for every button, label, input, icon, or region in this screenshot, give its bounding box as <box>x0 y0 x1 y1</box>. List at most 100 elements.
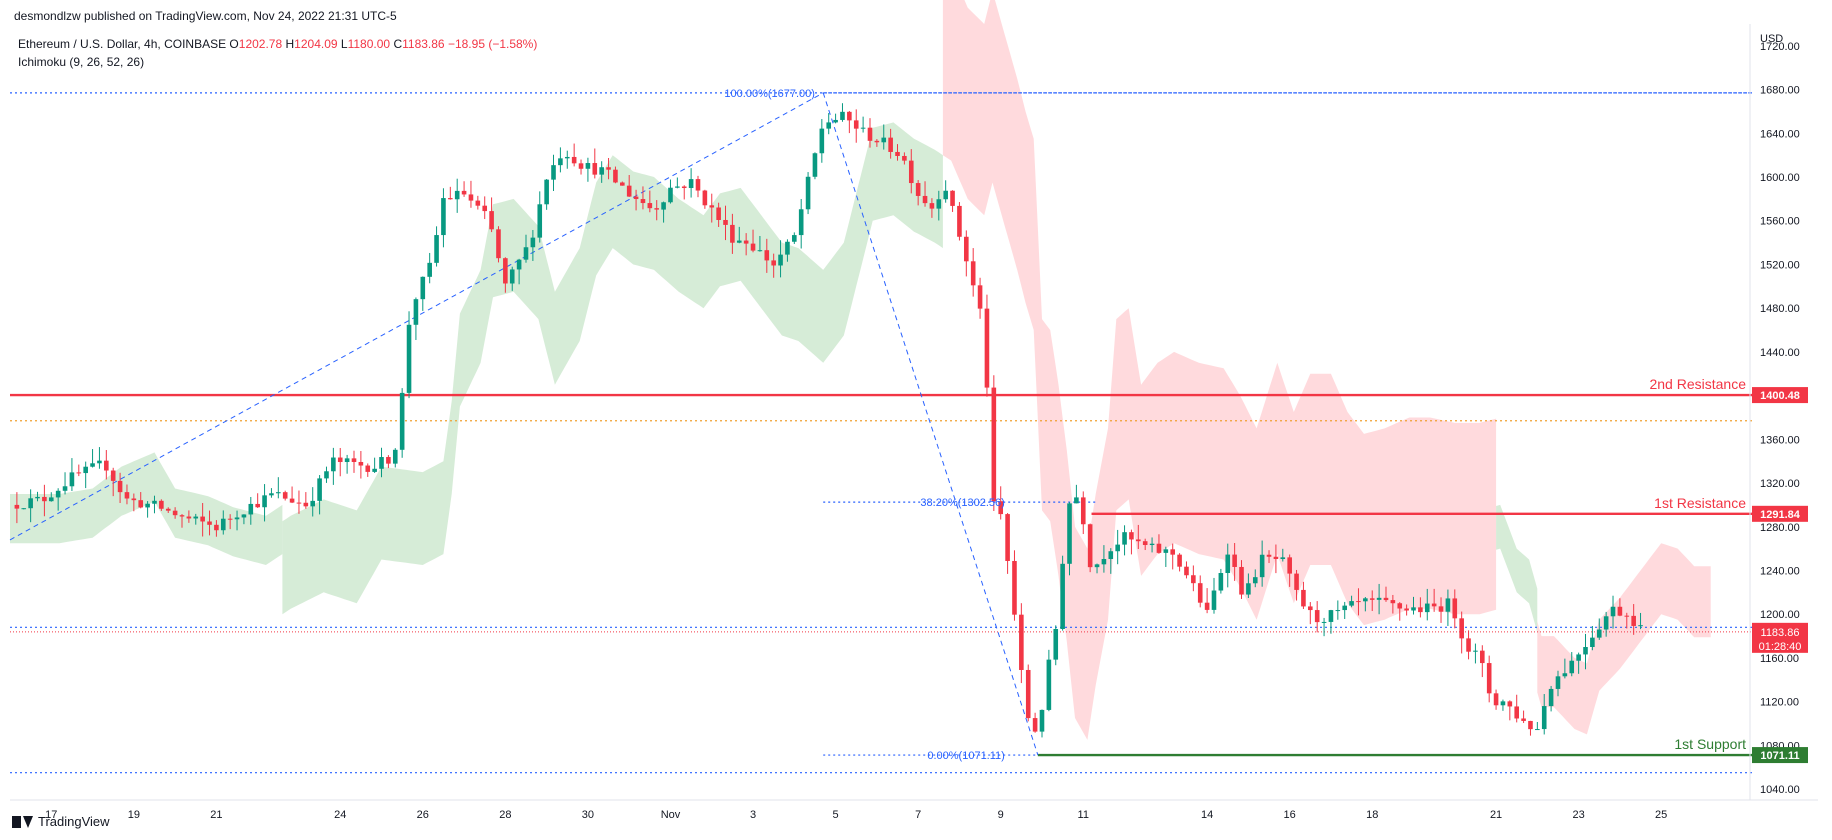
candle-up <box>736 240 742 243</box>
candle-up <box>372 468 377 472</box>
published-by: desmondlzw published on TradingView.com,… <box>14 9 397 23</box>
candle-down <box>1142 541 1148 546</box>
candle-down <box>970 261 976 286</box>
candle-down <box>874 140 880 143</box>
candle-down <box>853 120 859 129</box>
candle-down <box>743 240 749 244</box>
candle-down <box>475 200 481 206</box>
candle-up <box>420 276 426 300</box>
price-tick: 1200.00 <box>1760 609 1800 621</box>
candle-up <box>392 449 398 464</box>
level-price-label: 1291.84 <box>1760 509 1801 521</box>
symbol-title[interactable]: Ethereum / U.S. Dollar, 4h, COINBASE <box>18 37 227 51</box>
candle-up <box>523 247 529 260</box>
candle-up <box>413 299 419 325</box>
candle-up <box>1053 628 1059 660</box>
candle-down <box>1369 598 1375 600</box>
candle-up <box>379 457 384 469</box>
candle-up <box>193 516 199 519</box>
candle-down <box>42 496 47 502</box>
candle-up <box>1115 544 1120 552</box>
time-tick: 7 <box>915 809 921 821</box>
candle-up <box>1149 543 1155 546</box>
candle-down <box>716 207 721 220</box>
candle-up <box>324 471 329 479</box>
candle-down <box>977 285 983 309</box>
candle-up <box>819 128 825 154</box>
time-tick: 17 <box>45 809 57 821</box>
candle-down <box>1390 600 1396 604</box>
candle-down <box>255 503 260 508</box>
candle-up <box>936 199 942 209</box>
candle-up <box>1349 601 1354 606</box>
candle-down <box>1308 606 1313 611</box>
candle-up <box>1376 597 1382 600</box>
candle-up <box>1067 503 1072 564</box>
candle-down <box>1080 497 1086 525</box>
time-tick: 19 <box>128 809 140 821</box>
price-tick: 1600.00 <box>1760 172 1800 184</box>
candle-up <box>805 176 811 210</box>
candle-down <box>950 190 955 206</box>
candle-up <box>1555 676 1561 689</box>
candle-up <box>427 262 432 277</box>
candle-up <box>1259 554 1265 578</box>
candle-down <box>1466 638 1471 652</box>
candle-up <box>276 492 281 494</box>
candle-down <box>186 516 192 519</box>
candle-up <box>310 500 316 507</box>
candle-down <box>1418 607 1423 613</box>
candle-down <box>1617 606 1623 616</box>
candle-down <box>964 236 969 262</box>
candle-up <box>1328 610 1334 622</box>
candle-down <box>578 163 584 169</box>
price-tick: 1480.00 <box>1760 303 1800 315</box>
candle-up <box>585 163 591 169</box>
close-label: C <box>393 37 403 51</box>
candle-down <box>138 500 144 508</box>
candle-up <box>661 202 666 210</box>
candle-up <box>1108 551 1114 560</box>
candle-up <box>1060 563 1065 629</box>
candle-up <box>220 518 226 531</box>
time-tick: 24 <box>334 809 346 821</box>
candle-down <box>723 219 728 225</box>
time-tick: 30 <box>582 809 594 821</box>
candle-down <box>337 457 343 463</box>
countdown-label: 01:28:40 <box>1759 641 1802 653</box>
candle-down <box>902 155 907 161</box>
candle-down <box>227 518 233 520</box>
candle-up <box>241 514 247 518</box>
high-label: H <box>285 37 295 51</box>
candle-down <box>76 472 82 474</box>
time-tick: 11 <box>1078 809 1089 821</box>
price-tick: 1360.00 <box>1760 434 1800 446</box>
candle-up <box>1535 729 1540 731</box>
candle-up <box>434 235 439 263</box>
candle-up <box>1603 616 1609 630</box>
candle-up <box>833 119 838 123</box>
time-tick: 5 <box>833 809 839 821</box>
price-tick: 1720.00 <box>1760 41 1800 53</box>
candle-down <box>214 524 219 531</box>
last-price-tag <box>1752 622 1808 653</box>
candle-down <box>847 111 852 121</box>
candle-down <box>200 516 205 522</box>
candle-up <box>1638 625 1643 627</box>
time-tick: 14 <box>1201 809 1213 821</box>
candle-up <box>1163 549 1169 553</box>
candle-down <box>1431 603 1437 607</box>
candle-down <box>647 203 653 209</box>
candle-up <box>757 250 763 252</box>
candle-down <box>1404 608 1409 611</box>
price-tick: 1240.00 <box>1760 565 1800 577</box>
candle-up <box>792 235 797 242</box>
level-price-tag <box>1752 387 1808 404</box>
candle-down <box>633 196 639 200</box>
candle-up <box>509 269 515 284</box>
candle-down <box>1204 602 1210 610</box>
candle-down <box>207 521 212 525</box>
indicator-line[interactable]: Ichimoku (9, 26, 52, 26) <box>18 55 145 69</box>
candle-down <box>1287 557 1292 574</box>
